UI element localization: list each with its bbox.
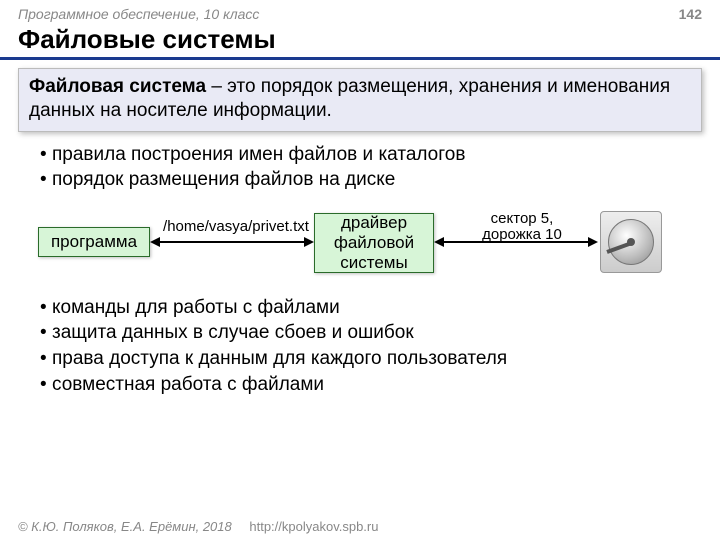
box-driver: драйвер файловой системы [314,213,434,273]
arrowhead-icon [150,237,160,247]
list-item: защита данных в случае сбоев и ошибок [40,320,702,346]
list-item: команды для работы с файлами [40,295,702,321]
footer-url: http://kpolyakov.spb.ru [249,519,378,534]
arrow-label-path: /home/vasya/privet.txt [156,219,316,236]
definition-term: Файловая система [29,76,206,97]
copyright: © К.Ю. Поляков, Е.А. Ерёмин, 2018 [18,519,232,534]
slide-header: Программное обеспечение, 10 класс 142 [0,0,720,24]
definition-box: Файловая система – это порядок размещени… [18,68,702,132]
course-label: Программное обеспечение, 10 класс [18,6,259,22]
box-program: программа [38,227,150,257]
bullets-top: правила построения имен файлов и каталог… [40,142,702,193]
flow-diagram: программа /home/vasya/privet.txt драйвер… [18,199,702,289]
page-number: 142 [679,6,702,22]
bullets-bottom: команды для работы с файлами защита данн… [40,295,702,398]
hard-drive-icon [600,211,662,273]
slide-footer: © К.Ю. Поляков, Е.А. Ерёмин, 2018 http:/… [18,519,378,534]
arrowhead-icon [588,237,598,247]
list-item: права доступа к данным для каждого польз… [40,346,702,372]
list-item: правила построения имен файлов и каталог… [40,142,702,168]
page-title: Файловые системы [0,24,720,60]
arrowhead-icon [304,237,314,247]
list-item: порядок размещения файлов на диске [40,167,702,193]
list-item: совместная работа с файлами [40,372,702,398]
arrow-1 [158,241,306,243]
arrow-label-sector: сектор 5, дорожка 10 [472,211,572,244]
arrowhead-icon [434,237,444,247]
